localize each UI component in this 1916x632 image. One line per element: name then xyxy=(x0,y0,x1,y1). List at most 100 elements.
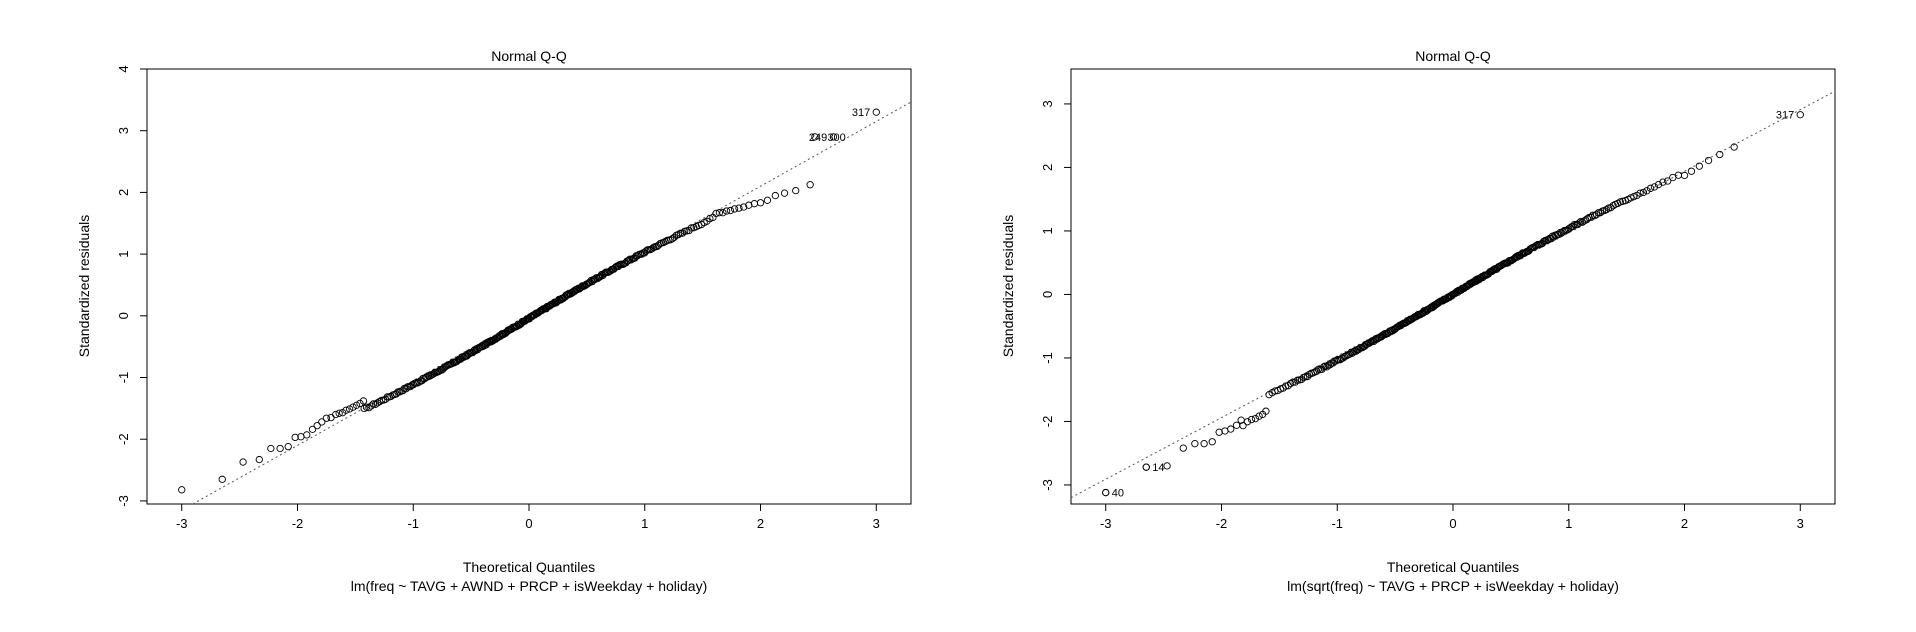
x-tick-label: -3 xyxy=(1100,516,1112,531)
y-axis-label: Standardized residuals xyxy=(76,215,92,357)
y-tick-label: 3 xyxy=(116,127,131,134)
data-point xyxy=(1366,338,1375,346)
x-tick-label: 0 xyxy=(525,516,532,531)
data-point xyxy=(1215,428,1223,436)
data-point xyxy=(1284,382,1292,390)
data-point xyxy=(303,431,311,439)
data-point xyxy=(1350,347,1358,356)
model-formula-subtitle: lm(sqrt(freq) ~ TAVG + PRCP + isWeekday … xyxy=(1287,578,1619,594)
data-point xyxy=(327,413,335,422)
data-point xyxy=(1289,378,1297,386)
data-point xyxy=(395,388,404,396)
model-formula-subtitle: lm(freq ~ TAVG + AWND + PRCP + isWeekday… xyxy=(351,578,708,594)
data-point xyxy=(335,409,343,417)
data-point xyxy=(1643,187,1651,195)
data-point xyxy=(1716,150,1724,159)
y-tick-label: -2 xyxy=(1040,416,1055,428)
data-point xyxy=(342,406,350,414)
data-point xyxy=(1247,415,1256,424)
data-point xyxy=(345,405,354,413)
data-point xyxy=(780,189,789,197)
data-point xyxy=(178,486,186,494)
data-point xyxy=(829,133,838,141)
qq-plot-panel-right: Normal Q-Q Theoretical Quantiles lm(sqrt… xyxy=(1000,48,1836,594)
data-point xyxy=(1348,349,1357,357)
data-point xyxy=(756,199,765,207)
qq-plot-panel-left: Normal Q-Q Theoretical Quantiles lm(freq… xyxy=(76,48,912,594)
data-point xyxy=(1255,412,1263,420)
data-point xyxy=(1646,184,1655,192)
data-point xyxy=(1243,418,1252,426)
data-point xyxy=(1208,438,1216,446)
data-point xyxy=(750,200,759,208)
data-point xyxy=(352,401,361,409)
x-tick-label: -2 xyxy=(292,516,304,531)
x-tick-label: -3 xyxy=(176,516,188,531)
plot-frame xyxy=(1070,68,1836,505)
data-point xyxy=(1680,171,1689,180)
data-point xyxy=(1654,180,1663,189)
y-ticks: -3 -2 -1 0 1 2 3 xyxy=(1040,100,1071,491)
data-point xyxy=(676,229,685,237)
x-ticks: -3 -2 -1 0 1 2 3 xyxy=(176,504,880,531)
plot-frame xyxy=(146,68,912,505)
point-labels: 317 249 300 xyxy=(809,107,870,144)
data-point xyxy=(457,353,466,362)
data-point xyxy=(719,209,727,217)
data-point xyxy=(687,224,696,232)
y-tick-label: -1 xyxy=(1040,352,1055,364)
data-point xyxy=(291,433,299,442)
x-tick-label: -1 xyxy=(407,516,419,531)
data-point xyxy=(322,414,331,422)
data-point xyxy=(349,403,357,411)
x-axis-label: Theoretical Quantiles xyxy=(1387,559,1519,575)
data-point xyxy=(239,458,247,466)
data-point xyxy=(1142,463,1150,471)
data-point xyxy=(1319,363,1328,371)
data-point xyxy=(872,108,880,116)
data-point xyxy=(308,425,317,433)
x-tick-label: 1 xyxy=(1565,516,1572,531)
data-points xyxy=(1102,111,1804,497)
x-tick-label: -1 xyxy=(1331,516,1343,531)
data-point xyxy=(792,186,800,195)
y-tick-label: -3 xyxy=(1040,479,1055,491)
y-tick-label: 1 xyxy=(1040,227,1055,234)
data-point xyxy=(1596,209,1605,217)
data-point xyxy=(1200,440,1208,448)
data-point xyxy=(1602,205,1611,214)
y-axis-label: Standardized residuals xyxy=(1000,215,1016,357)
data-point xyxy=(1227,425,1235,433)
point-label: 40 xyxy=(1112,488,1124,500)
data-point xyxy=(811,133,819,141)
data-point xyxy=(1163,462,1171,470)
data-point xyxy=(712,209,720,218)
y-tick-label: -3 xyxy=(116,495,131,507)
data-point xyxy=(1313,367,1321,375)
data-point xyxy=(730,205,739,213)
x-tick-label: 3 xyxy=(1797,516,1804,531)
y-ticks: -3 -2 -1 0 1 2 3 4 xyxy=(116,65,147,507)
data-point xyxy=(1639,188,1648,197)
data-point xyxy=(1695,162,1703,170)
point-label: 14 xyxy=(1152,462,1164,474)
x-axis-label: Theoretical Quantiles xyxy=(463,559,595,575)
data-point xyxy=(668,235,677,243)
data-point xyxy=(1191,440,1199,448)
data-point xyxy=(479,341,488,349)
data-point xyxy=(365,404,373,412)
data-point xyxy=(1291,378,1299,386)
data-point xyxy=(1251,414,1260,423)
data-point xyxy=(740,203,748,211)
data-point xyxy=(267,444,275,453)
data-point xyxy=(276,444,284,453)
data-point xyxy=(318,418,326,426)
chart-title: Normal Q-Q xyxy=(491,48,567,64)
data-point xyxy=(745,201,753,209)
point-label: 300 xyxy=(827,132,845,144)
x-ticks: -3 -2 -1 0 1 2 3 xyxy=(1100,504,1804,531)
data-point xyxy=(1102,488,1110,497)
x-tick-label: 2 xyxy=(1681,516,1688,531)
data-point xyxy=(313,421,321,430)
